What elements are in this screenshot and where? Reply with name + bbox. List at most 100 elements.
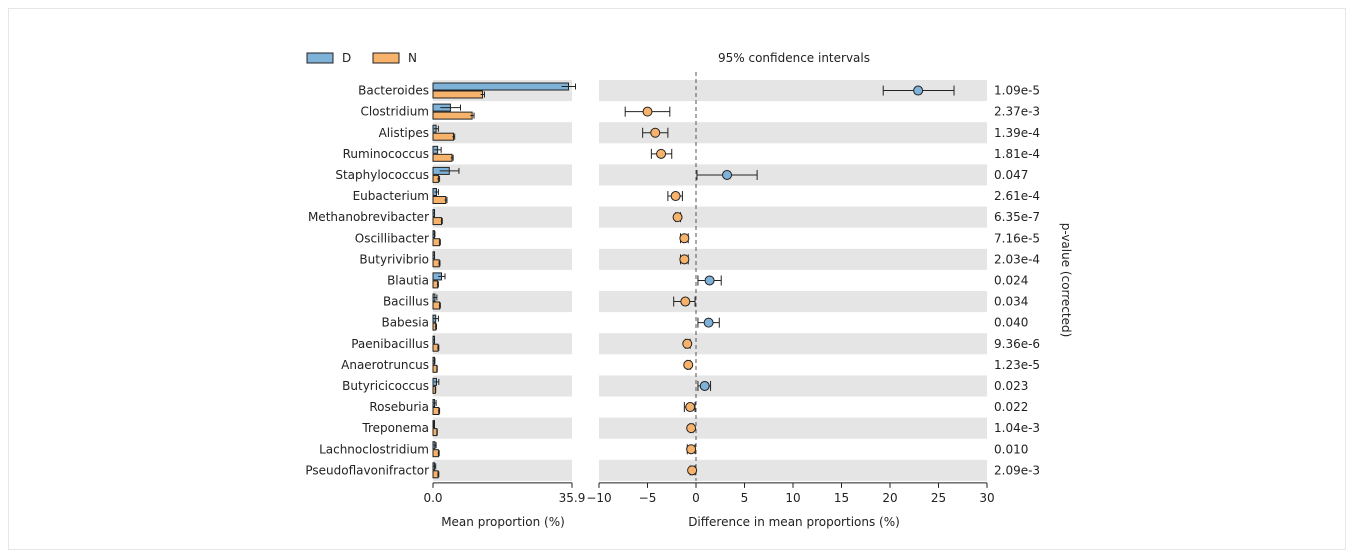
category-label: Bacillus (383, 295, 429, 309)
left-band (433, 417, 572, 439)
diff-point-babesia (703, 317, 714, 328)
pvalue-axis-label: p-value (corrected) (1059, 223, 1073, 338)
bar-n-methanobrevibacter (432, 217, 443, 226)
left-band (433, 248, 572, 270)
chart-title: 95% confidence intervals (718, 51, 870, 65)
pvalue-label: 0.022 (994, 400, 1028, 414)
right-x-tick-label: 25 (931, 491, 946, 505)
bar-n-alistipes (432, 132, 455, 141)
diff-point-oscillibacter (679, 233, 690, 244)
bar-n-roseburia (432, 407, 440, 415)
pvalue-label: 1.04e-3 (994, 421, 1040, 435)
bar-n-anaerotruncus (432, 364, 438, 373)
mean-proportion-panel (432, 82, 576, 479)
category-label: Pseudoflavonifractor (305, 463, 429, 477)
right-x-tick-label: −5 (639, 491, 657, 505)
diff-point-methanobrevibacter (672, 212, 683, 223)
category-label: Blautia (387, 273, 429, 287)
right-band (599, 459, 987, 481)
diff-point-lachnoclostridium (686, 444, 697, 455)
category-label: Eubacterium (353, 189, 429, 203)
diff-point-blautia (704, 275, 715, 286)
bar-n-treponema (432, 428, 438, 437)
right-x-tick-label: 5 (741, 491, 749, 505)
right-band (599, 206, 987, 228)
left-band (433, 122, 572, 144)
diff-point-ruminococcus (656, 148, 667, 159)
left-band (433, 333, 572, 355)
pvalue-label: 1.09e-5 (994, 84, 1040, 98)
category-label: Roseburia (369, 400, 429, 414)
left-band (433, 164, 572, 186)
legend-label-d: D (342, 51, 351, 65)
bar-n-butyrivibrio (432, 259, 440, 268)
right-band (599, 417, 987, 439)
legend-swatch-n (372, 52, 400, 64)
category-label: Lachnoclostridium (319, 442, 429, 456)
pvalue-label: 2.61e-4 (994, 189, 1040, 203)
diff-point-paenibacillus (682, 338, 693, 349)
left-band (433, 206, 572, 228)
diff-point-treponema (686, 423, 697, 434)
pvalue-label: 2.09e-3 (994, 463, 1040, 477)
category-label: Anaerotruncus (341, 358, 429, 372)
category-label: Ruminococcus (343, 147, 429, 161)
pvalue-label: 0.023 (994, 379, 1028, 393)
diff-point-pseudoflavonifractor (687, 465, 698, 476)
right-band (599, 333, 987, 355)
category-label: Babesia (381, 316, 429, 330)
pvalue-label: 9.36e-6 (994, 337, 1040, 351)
right-x-tick-label: −10 (586, 491, 611, 505)
category-labels: Bacteroides Clostridium Alistipes Ruminococ… (305, 84, 429, 478)
pvalue-label: 0.040 (994, 316, 1028, 330)
category-label: Butyricicoccus (342, 379, 429, 393)
diff-point-clostridium (642, 106, 653, 117)
category-label: Clostridium (360, 105, 429, 119)
left-x-axis-label: Mean proportion (%) (441, 515, 565, 529)
pvalue-label: 1.39e-4 (994, 126, 1040, 140)
bar-n-ruminococcus (432, 153, 453, 162)
pvalue-label: 1.81e-4 (994, 147, 1040, 161)
left-x-tick-label: 0.0 (423, 491, 442, 505)
bar-n-bacteroides (432, 90, 484, 99)
right-x-tick-label: 10 (785, 491, 800, 505)
legend-label-n: N (408, 51, 417, 65)
bar-n-lachnoclostridium (432, 449, 439, 458)
bar-n-clostridium (432, 111, 473, 120)
pvalue-label: 6.35e-7 (994, 210, 1040, 224)
category-label: Staphylococcus (335, 168, 429, 182)
right-x-tick-label: 15 (834, 491, 849, 505)
difference-panel (624, 72, 955, 481)
bar-d-bacteroides (432, 82, 570, 91)
bar-n-bacillus (432, 301, 441, 310)
pvalue-label: 2.37e-3 (994, 105, 1040, 119)
right-band (599, 164, 987, 186)
pvalue-label: 0.034 (994, 295, 1028, 309)
legend-swatch-d (306, 52, 334, 64)
pvalue-label: 1.23e-5 (994, 358, 1040, 372)
diff-point-alistipes (650, 127, 661, 138)
bar-n-oscillibacter (432, 238, 441, 247)
category-label: Bacteroides (358, 84, 429, 98)
left-band (433, 375, 572, 397)
pvalue-label: 2.03e-4 (994, 252, 1040, 266)
figure-frame (8, 8, 1346, 550)
category-label: Butyrivibrio (359, 252, 429, 266)
diff-point-bacteroides (913, 85, 924, 96)
diff-point-roseburia (685, 402, 696, 413)
category-label: Oscillibacter (355, 231, 429, 245)
pvalue-labels: 1.09e-5 2.37e-3 1.39e-4 1.81e-4 0.047 2.61e-4… (994, 84, 1040, 478)
bar-n-eubacterium (432, 196, 447, 204)
diff-point-staphylococcus (722, 169, 733, 180)
right-x-tick-label: 20 (882, 491, 897, 505)
right-x-axis-label: Difference in mean proportions (%) (688, 515, 900, 529)
category-label: Treponema (361, 421, 429, 435)
diff-point-butyrivibrio (679, 254, 690, 265)
axes: 0.0 35.9 −10 −5 0 5 10 15 20 25 30 (423, 482, 995, 505)
pvalue-label: 7.16e-5 (994, 231, 1040, 245)
right-x-tick-label: 0 (692, 491, 700, 505)
pvalue-label: 0.024 (994, 273, 1028, 287)
right-band (599, 375, 987, 397)
